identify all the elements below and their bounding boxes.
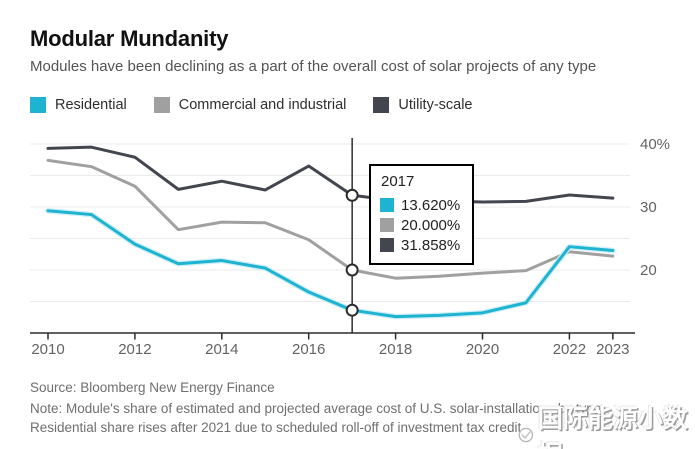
- chart-plot-area[interactable]: 40% 30 20 2010 2012 2014 2016 2018 2020 2022 2023: [0, 130, 695, 376]
- note-line-1: Note: Module's share of estimated and pr…: [30, 401, 606, 416]
- commercial-swatch-icon: [380, 218, 394, 232]
- svg-text:2014: 2014: [205, 341, 238, 358]
- commercial-swatch-icon: [153, 97, 170, 113]
- svg-text:2020: 2020: [466, 341, 499, 358]
- tooltip-value: 31.858%: [401, 236, 461, 254]
- note-text: Note: Module's share of estimated and pr…: [30, 400, 650, 437]
- note-line-2: Residential share rises after 2021 due t…: [30, 419, 526, 435]
- tooltip-row-utility: 31.858%: [380, 235, 460, 255]
- tooltip-row-residential: 13.620%: [380, 195, 460, 215]
- utility-swatch-icon: [380, 238, 394, 252]
- tooltip-value: 20.000%: [401, 216, 461, 234]
- residential-swatch-icon: [380, 198, 394, 212]
- watermark: 国际能源小数据: [516, 399, 695, 449]
- chart-subtitle: Modules have been declining as a part of…: [30, 58, 597, 75]
- legend-label: Utility-scale: [398, 97, 473, 113]
- wechat-logo-icon: [518, 427, 534, 443]
- legend-item-utility: Utility-scale: [373, 97, 473, 113]
- tooltip-row-commercial: 20.000%: [380, 215, 460, 235]
- hover-tooltip: 2017 13.620% 20.000% 31.858%: [369, 164, 475, 265]
- svg-text:30: 30: [640, 199, 657, 216]
- tooltip-year: 2017: [381, 173, 415, 190]
- residential-swatch-icon: [30, 97, 46, 113]
- svg-text:2010: 2010: [31, 341, 64, 358]
- chart-legend: Residential Commercial and industrial Ut…: [30, 97, 473, 113]
- source-line: Source: Bloomberg New Energy Finance: [30, 380, 275, 395]
- chart-title: Modular Mundanity: [30, 26, 229, 51]
- svg-text:2018: 2018: [379, 341, 412, 358]
- legend-label: Residential: [55, 97, 127, 113]
- svg-text:40%: 40%: [640, 136, 670, 153]
- watermark-text: 国际能源小数据: [537, 405, 688, 449]
- svg-text:20: 20: [640, 262, 657, 279]
- line-chart[interactable]: 40% 30 20 2010 2012 2014 2016 2018 2020 2022 2023: [0, 130, 695, 376]
- svg-text:2012: 2012: [118, 341, 151, 358]
- legend-label: Commercial and industrial: [178, 97, 347, 113]
- svg-text:2022: 2022: [553, 341, 586, 358]
- svg-text:2023: 2023: [596, 341, 629, 358]
- legend-item-residential: Residential: [30, 97, 127, 113]
- svg-text:2016: 2016: [292, 341, 325, 358]
- utility-swatch-icon: [373, 97, 390, 113]
- legend-item-commercial: Commercial and industrial: [153, 97, 347, 113]
- tooltip-value: 13.620%: [401, 196, 461, 214]
